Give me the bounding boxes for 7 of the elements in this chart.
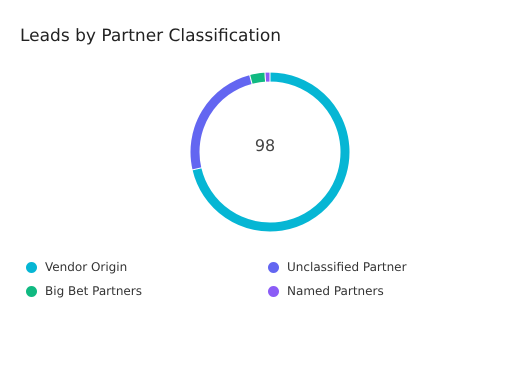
legend-label: Named Partners: [286, 284, 385, 298]
chart-title: Leads by Partner Classification: [20, 26, 282, 46]
text: 98: [254, 136, 276, 155]
legend-label: Vendor Origin: [44, 260, 128, 274]
donut-slice: [192, 72, 350, 232]
legend-label: Big Bet Partners: [44, 284, 143, 298]
legend-label: Unclassified Partner: [286, 260, 408, 274]
